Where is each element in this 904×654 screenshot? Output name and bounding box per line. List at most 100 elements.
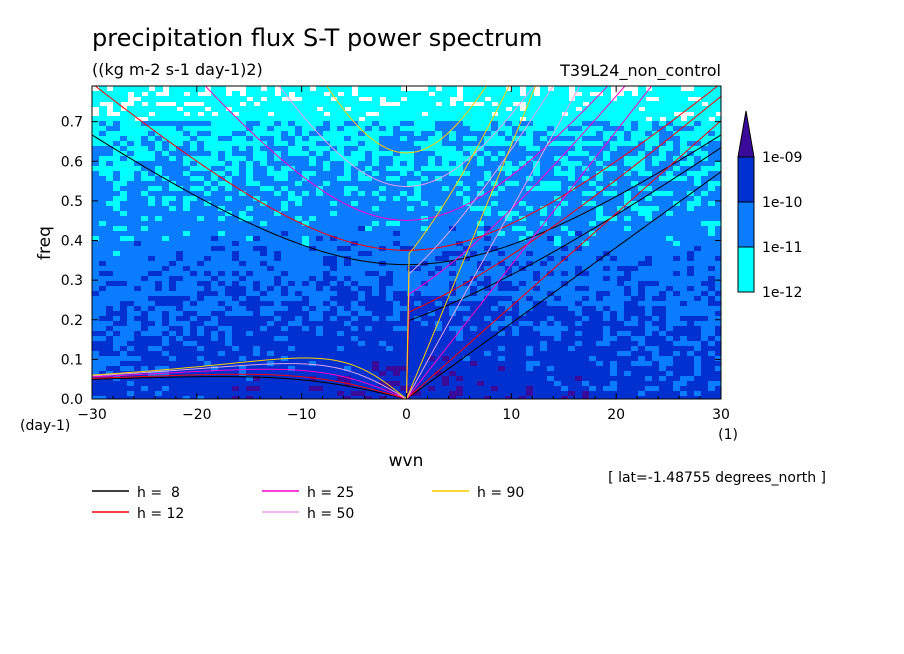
- heat-cell: [106, 261, 114, 267]
- heat-cell: [701, 91, 709, 97]
- heat-cell: [519, 151, 527, 157]
- heat-cell: [386, 236, 394, 242]
- heat-cell: [421, 106, 429, 112]
- heat-cell: [260, 191, 268, 197]
- heat-cell: [358, 121, 366, 127]
- heat-cell: [351, 356, 359, 362]
- heat-cell: [155, 231, 163, 237]
- heat-cell: [232, 241, 240, 247]
- heat-cell: [288, 311, 296, 317]
- heat-cell: [407, 301, 415, 307]
- heat-cell: [526, 236, 534, 242]
- heat-cell: [127, 341, 135, 347]
- heat-cell: [414, 321, 422, 327]
- heat-cell: [428, 206, 436, 212]
- heat-cell: [148, 206, 156, 212]
- heat-cell: [533, 101, 541, 107]
- heat-cell: [106, 256, 114, 262]
- heat-cell: [428, 306, 436, 312]
- heat-cell: [316, 96, 324, 102]
- heat-cell: [365, 206, 373, 212]
- heat-cell: [456, 351, 464, 357]
- heat-cell: [456, 271, 464, 277]
- heat-cell: [211, 181, 219, 187]
- heat-cell: [309, 161, 317, 167]
- heat-cell: [232, 251, 240, 257]
- heat-cell: [197, 231, 205, 237]
- heat-cell: [393, 366, 401, 372]
- heat-cell: [316, 101, 324, 107]
- heat-cell: [218, 351, 226, 357]
- heat-cell: [134, 161, 142, 167]
- heat-cell: [673, 271, 681, 277]
- heat-cell: [225, 256, 233, 262]
- heat-cell: [155, 126, 163, 132]
- heat-cell: [141, 86, 149, 92]
- heat-cell: [106, 226, 114, 232]
- heat-cell: [211, 91, 219, 97]
- heat-cell: [610, 236, 618, 242]
- heat-cell: [323, 161, 331, 167]
- heat-cell: [232, 126, 240, 132]
- heat-cell: [92, 316, 100, 322]
- heat-cell: [372, 291, 380, 297]
- heat-cell: [498, 156, 506, 162]
- heat-cell: [624, 326, 632, 332]
- heat-cell: [190, 91, 198, 97]
- heat-cell: [309, 351, 317, 357]
- heat-cell: [344, 331, 352, 337]
- heat-cell: [631, 101, 639, 107]
- heat-cell: [155, 116, 163, 122]
- heat-cell: [645, 201, 653, 207]
- heat-cell: [113, 306, 121, 312]
- heat-cell: [120, 216, 128, 222]
- heat-cell: [477, 366, 485, 372]
- heat-cell: [99, 221, 107, 227]
- heat-cell: [169, 116, 177, 122]
- heat-cell: [533, 201, 541, 207]
- heat-cell: [162, 166, 170, 172]
- heat-cell: [99, 316, 107, 322]
- heat-cell: [414, 226, 422, 232]
- heat-cell: [519, 256, 527, 262]
- heat-cell: [589, 256, 597, 262]
- heat-cell: [169, 341, 177, 347]
- heat-cell: [288, 211, 296, 217]
- heat-cell: [526, 316, 534, 322]
- heat-cell: [603, 271, 611, 277]
- heat-cell: [337, 201, 345, 207]
- heat-cell: [701, 131, 709, 137]
- heat-cell: [162, 281, 170, 287]
- heat-cell: [211, 271, 219, 277]
- heat-cell: [323, 331, 331, 337]
- heat-cell: [288, 306, 296, 312]
- heat-cell: [288, 356, 296, 362]
- heat-cell: [225, 101, 233, 107]
- heat-cell: [323, 251, 331, 257]
- heat-cell: [624, 166, 632, 172]
- heat-cell: [337, 276, 345, 282]
- heat-cell: [344, 356, 352, 362]
- heat-cell: [190, 246, 198, 252]
- heat-cell: [708, 221, 716, 227]
- heat-cell: [330, 266, 338, 272]
- heat-cell: [148, 311, 156, 317]
- heat-cell: [127, 221, 135, 227]
- heat-cell: [113, 331, 121, 337]
- heat-cell: [197, 106, 205, 112]
- heat-cell: [715, 246, 721, 252]
- heat-cell: [687, 116, 695, 122]
- heat-cell: [141, 131, 149, 137]
- heat-cell: [99, 91, 107, 97]
- heat-cell: [624, 301, 632, 307]
- heat-cell: [386, 191, 394, 197]
- heat-cell: [694, 121, 702, 127]
- heat-cell: [708, 176, 716, 182]
- heat-cell: [393, 86, 401, 92]
- heat-cell: [484, 131, 492, 137]
- heat-cell: [281, 221, 289, 227]
- heat-cell: [134, 196, 142, 202]
- heat-cell: [575, 331, 583, 337]
- heat-cell: [295, 346, 303, 352]
- heat-cell: [582, 261, 590, 267]
